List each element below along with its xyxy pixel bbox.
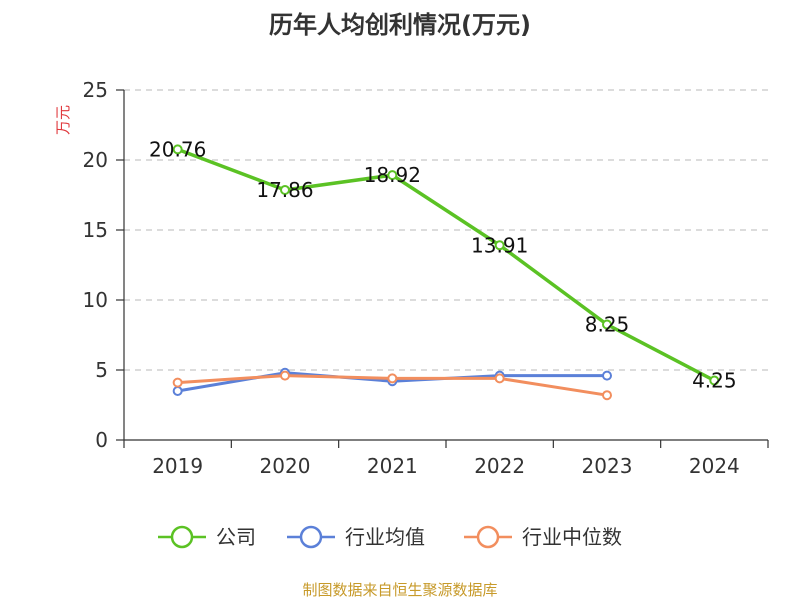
x-tick-label: 2023 <box>582 454 633 478</box>
data-point[interactable] <box>172 144 183 155</box>
axes: 0 5 10 15 20 25 2019 2020 2021 2022 2023 2024 <box>83 78 769 478</box>
data-label: 8.25 <box>585 313 630 337</box>
x-tick-label: 2020 <box>260 454 311 478</box>
data-point[interactable] <box>602 319 612 330</box>
data-point[interactable] <box>172 386 183 396</box>
legend-marker <box>299 525 323 549</box>
legend-marker <box>476 525 500 549</box>
y-tick-label: 25 <box>83 78 108 102</box>
data-labels: 20.76 17.86 18.92 13.91 8.25 4.25 <box>149 137 737 392</box>
data-point[interactable] <box>494 373 505 384</box>
legend-label: 行业均值 <box>345 525 425 549</box>
y-tick-label: 20 <box>83 148 108 172</box>
data-point[interactable] <box>280 370 290 381</box>
data-label: 17.86 <box>256 178 313 202</box>
data-point[interactable] <box>172 377 183 388</box>
series-line-0 <box>177 147 716 383</box>
data-label: 13.91 <box>471 233 528 257</box>
data-label: 20.76 <box>149 137 206 161</box>
data-point[interactable] <box>494 240 505 251</box>
data-label: 4.25 <box>692 369 737 393</box>
data-point[interactable] <box>709 375 720 386</box>
legend-item-2[interactable]: 行业中位数 <box>464 525 622 549</box>
x-tick-label: 2021 <box>367 454 418 478</box>
x-tick-label: 2024 <box>689 454 740 478</box>
data-point[interactable] <box>602 390 612 401</box>
chart-title: 历年人均创利情况(万元) <box>269 11 531 39</box>
legend-label: 公司 <box>216 525 256 549</box>
legend-label: 行业中位数 <box>522 525 622 549</box>
data-point[interactable] <box>602 370 612 381</box>
grid-lines <box>124 89 768 371</box>
data-point[interactable] <box>280 184 290 195</box>
y-tick-label: 10 <box>83 288 108 312</box>
y-tick-label: 15 <box>83 218 108 242</box>
series-lines <box>172 144 720 401</box>
x-tick-label: 2019 <box>152 454 203 478</box>
x-tick-label: 2022 <box>474 454 525 478</box>
y-tick-label: 5 <box>95 358 108 382</box>
data-point[interactable] <box>387 373 398 384</box>
legend-item-0[interactable]: 公司 <box>158 525 256 549</box>
y-tick-label: 0 <box>95 428 108 452</box>
legend-marker <box>170 525 194 549</box>
legend-item-1[interactable]: 行业均值 <box>287 525 425 549</box>
source-note: 制图数据来自恒生聚源数据库 <box>302 581 497 599</box>
data-label: 18.92 <box>364 163 421 187</box>
legend[interactable]: 公司 行业均值 行业中位数 <box>158 525 622 549</box>
data-point[interactable] <box>387 170 398 181</box>
y-axis-label: 万元 <box>54 105 72 135</box>
